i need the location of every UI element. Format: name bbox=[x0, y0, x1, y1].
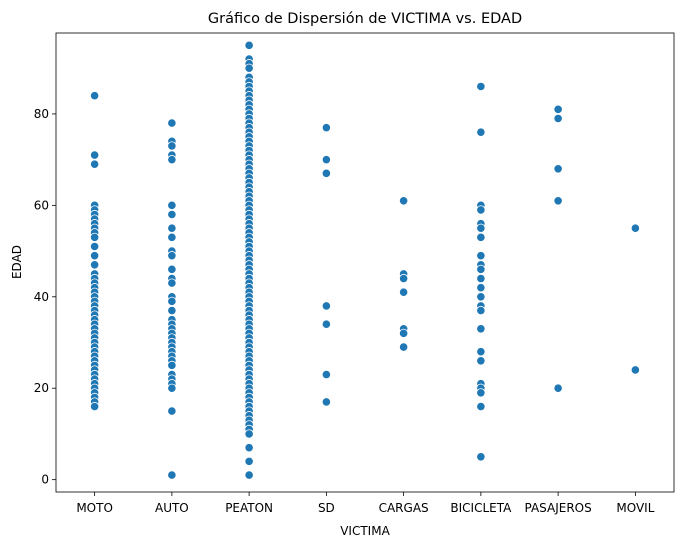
scatter-point bbox=[476, 292, 486, 302]
scatter-point bbox=[167, 141, 177, 151]
scatter-point bbox=[244, 470, 254, 480]
plot-area bbox=[55, 32, 675, 493]
scatter-point bbox=[167, 223, 177, 233]
scatter-point bbox=[167, 209, 177, 220]
y-tick-label: 60 bbox=[34, 198, 49, 212]
scatter-point bbox=[244, 456, 254, 466]
scatter-point bbox=[321, 168, 331, 178]
x-tick-label: AUTO bbox=[155, 501, 189, 515]
scatter-point bbox=[476, 223, 486, 233]
scatter-point bbox=[553, 113, 563, 124]
scatter-point bbox=[399, 287, 409, 297]
x-tick-label: SD bbox=[318, 501, 335, 515]
scatter-point bbox=[167, 200, 177, 210]
scatter-point bbox=[90, 260, 100, 270]
scatter-point bbox=[167, 296, 177, 306]
scatter-point bbox=[399, 328, 409, 338]
scatter-point bbox=[553, 104, 563, 114]
scatter-point bbox=[553, 383, 563, 393]
scatter-point bbox=[476, 283, 486, 293]
x-tick-label: PASAJEROS bbox=[525, 501, 592, 515]
scatter-point bbox=[167, 155, 177, 165]
scatter-point bbox=[476, 452, 486, 462]
scatter-point bbox=[167, 406, 177, 416]
scatter-point bbox=[244, 429, 254, 439]
x-axis-label: VICTIMA bbox=[340, 524, 390, 538]
x-tick-label: PEATON bbox=[225, 501, 273, 515]
x-tick-label: CARGAS bbox=[379, 501, 429, 515]
scatter-point bbox=[476, 401, 486, 412]
scatter-point bbox=[476, 356, 486, 366]
scatter-point bbox=[399, 342, 409, 352]
scatter-point bbox=[553, 164, 563, 174]
x-tick-label: BICICLETA bbox=[450, 501, 512, 515]
scatter-point bbox=[321, 123, 331, 133]
scatter-point bbox=[476, 388, 486, 398]
scatter-point bbox=[90, 251, 100, 261]
scatter-point bbox=[321, 301, 331, 311]
scatter-point bbox=[90, 241, 100, 252]
scatter-point bbox=[476, 347, 486, 357]
scatter-point bbox=[476, 264, 486, 274]
scatter-point bbox=[90, 150, 100, 160]
scatter-point bbox=[167, 383, 177, 393]
scatter-point bbox=[90, 91, 100, 101]
x-tick-label: MOVIL bbox=[616, 501, 654, 515]
y-tick-label: 0 bbox=[41, 473, 49, 487]
chart-title: Gráfico de Dispersión de VICTIMA vs. EDA… bbox=[208, 11, 522, 27]
y-axis-label: EDAD bbox=[10, 245, 24, 279]
scatter-point bbox=[399, 273, 409, 284]
scatter-point bbox=[476, 127, 486, 137]
scatter-point bbox=[244, 40, 254, 50]
scatter-point bbox=[321, 319, 331, 329]
scatter-point bbox=[244, 63, 254, 73]
scatter-point bbox=[244, 443, 254, 453]
y-tick-label: 20 bbox=[34, 381, 49, 395]
scatter-point bbox=[553, 196, 563, 206]
y-axis-ticks: 0 20 40 60 80 bbox=[34, 107, 56, 487]
scatter-point bbox=[399, 196, 409, 206]
scatter-point bbox=[167, 264, 177, 274]
scatter-point bbox=[476, 81, 486, 92]
scatter-point bbox=[321, 155, 331, 165]
scatter-point bbox=[630, 223, 640, 233]
scatter-point bbox=[167, 470, 177, 480]
scatter-point bbox=[90, 401, 100, 412]
scatter-point bbox=[476, 251, 486, 261]
data-points bbox=[90, 40, 640, 480]
scatter-point bbox=[630, 365, 640, 375]
scatter-point bbox=[167, 278, 177, 288]
scatter-point bbox=[476, 305, 486, 316]
scatter-point bbox=[476, 232, 486, 242]
scatter-point bbox=[167, 360, 177, 370]
scatter-point bbox=[167, 251, 177, 261]
scatter-point bbox=[321, 369, 331, 380]
scatter-point bbox=[476, 205, 486, 215]
scatter-point bbox=[90, 232, 100, 242]
scatter-point bbox=[321, 397, 331, 407]
y-tick-label: 40 bbox=[34, 290, 49, 304]
scatter-point bbox=[476, 273, 486, 284]
scatter-point bbox=[476, 324, 486, 334]
scatter-point bbox=[167, 305, 177, 316]
y-tick-label: 80 bbox=[34, 107, 49, 121]
scatter-point bbox=[167, 232, 177, 242]
x-axis-ticks: MOTO AUTO PEATON SD CARGAS BICICLETA PASAJEROS… bbox=[76, 492, 655, 515]
scatter-point bbox=[167, 118, 177, 128]
scatter-point bbox=[90, 159, 100, 169]
x-tick-label: MOTO bbox=[76, 501, 113, 515]
